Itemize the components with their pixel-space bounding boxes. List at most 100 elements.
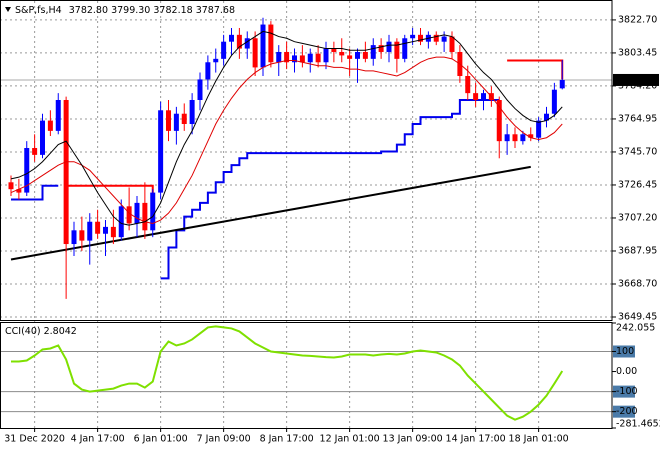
candle-body: [71, 230, 77, 245]
x-tick-label: 18 Jan 01:00: [509, 434, 569, 445]
cci-level-box: [613, 345, 635, 358]
cci-header: CCI(40) 2.8042: [5, 326, 77, 337]
x-tick-label: 7 Jan 09:00: [197, 434, 251, 445]
trendline: [10, 165, 531, 261]
high-label: 3799.30: [111, 5, 150, 16]
cci-tick-label: 0.00: [616, 366, 637, 377]
ma-slow: [10, 56, 563, 224]
x-tick-label: 31 Dec 2020: [4, 434, 65, 445]
cci-tick-label: 242.055: [616, 323, 655, 334]
candle-body: [386, 41, 392, 52]
candle-body: [292, 55, 297, 63]
candle-body: [189, 99, 195, 125]
candle-body: [307, 53, 313, 63]
candle-body: [126, 206, 132, 224]
candle-body: [236, 34, 242, 49]
x-tick-label: 4 Jan 17:00: [71, 434, 125, 445]
cci-current: 2.8042: [44, 326, 77, 337]
candle-body: [229, 34, 234, 42]
candle-body: [355, 51, 360, 59]
candle-body: [315, 53, 321, 63]
candle-body: [394, 41, 400, 59]
candle-body: [95, 221, 101, 234]
cci-level-box: [613, 405, 635, 418]
candle-body: [55, 99, 61, 131]
candle-body: [481, 93, 486, 100]
candle-body: [544, 113, 549, 121]
candle-body: [181, 113, 187, 125]
candle-body: [465, 75, 471, 94]
candle-body: [520, 134, 526, 142]
cci-tick-label: 100: [616, 346, 634, 357]
candle-body: [221, 41, 227, 59]
candle-body: [205, 62, 211, 80]
current-price-label: 3787.68: [617, 74, 656, 85]
candle-body: [331, 48, 337, 52]
candle-body: [103, 226, 108, 234]
candle-body: [24, 148, 30, 193]
candle-body: [347, 55, 353, 59]
current-price-box: [613, 73, 659, 86]
close-label: 3787.68: [196, 5, 235, 16]
menu-triangle: [5, 7, 11, 12]
candle-body: [496, 99, 502, 142]
candle-body: [551, 89, 557, 114]
y-tick-label: 3745.70: [618, 146, 657, 157]
candle-body: [473, 93, 479, 100]
x-tick-label: 14 Jan 17:00: [446, 434, 506, 445]
price-panel: [0, 17, 612, 299]
candle-body: [528, 134, 534, 138]
candle-body: [299, 55, 305, 63]
candle-body: [142, 202, 148, 231]
x-tick-label: 8 Jan 17:00: [260, 434, 314, 445]
x-tick-label: 6 Jan 01:00: [134, 434, 188, 445]
candle-body: [323, 48, 329, 63]
cci-tick-label: -281.4652: [616, 419, 660, 430]
candle-body: [559, 79, 565, 89]
candle-body: [134, 202, 140, 224]
candle-body: [166, 110, 171, 131]
ma-fast: [10, 30, 563, 226]
candle-body: [378, 45, 384, 52]
low-label: 3782.18: [153, 5, 192, 16]
candle-body: [504, 134, 510, 142]
y-tick-label: 3803.45: [618, 47, 657, 58]
candle-body: [8, 182, 14, 190]
candle-body: [449, 36, 455, 52]
candle-body: [79, 230, 85, 241]
y-tick-label: 3687.95: [618, 245, 657, 256]
cci-tick-label: -100: [616, 386, 638, 397]
y-tick-label: 3822.70: [618, 14, 657, 25]
x-tick-label: 13 Jan 09:00: [383, 434, 443, 445]
candle-body: [339, 51, 345, 56]
candle-body: [370, 45, 376, 59]
candle-body: [118, 206, 124, 238]
candle-body: [362, 51, 368, 59]
cci-title: CCI(40): [5, 326, 41, 337]
channel-line: [11, 98, 500, 280]
y-tick-label: 3726.45: [618, 179, 657, 190]
candle-body: [150, 192, 156, 231]
open-label: 3782.80: [69, 5, 108, 16]
cci-line: [11, 325, 564, 421]
candle-body: [47, 120, 53, 131]
cci-tick-label: -200: [616, 406, 638, 417]
candle-body: [197, 79, 203, 100]
symbol: S&P,fs,H4: [15, 5, 62, 16]
chart-header: S&P,fs,H4 3782.80 3799.30 3782.18 3787.6…: [15, 5, 235, 16]
candle-body: [536, 120, 542, 138]
candle-body: [244, 38, 250, 49]
price-frame: [0, 0, 613, 321]
candle-body: [276, 51, 282, 63]
y-tick-label: 3668.70: [618, 278, 657, 289]
candle-body: [110, 226, 116, 238]
candle-body: [213, 58, 219, 63]
candle-body: [260, 24, 266, 68]
candle-body: [410, 34, 416, 39]
candle-body: [402, 38, 408, 59]
candle-body: [284, 51, 290, 63]
y-tick-label: 3764.95: [618, 113, 657, 124]
x-tick-label: 12 Jan 01:00: [320, 434, 380, 445]
